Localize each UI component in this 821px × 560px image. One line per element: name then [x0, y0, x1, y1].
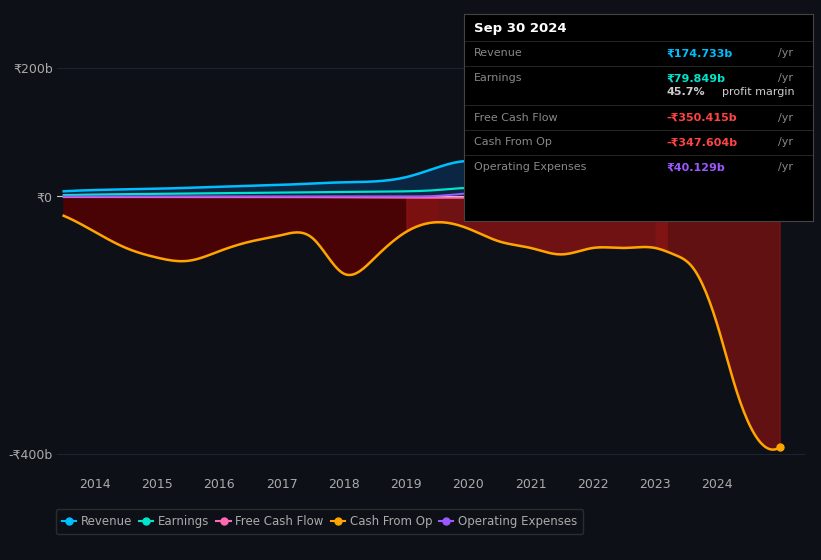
Text: /yr: /yr [778, 137, 793, 147]
Text: Sep 30 2024: Sep 30 2024 [475, 22, 567, 35]
Text: Revenue: Revenue [475, 48, 523, 58]
Text: /yr: /yr [778, 73, 793, 83]
Text: 45.7%: 45.7% [667, 87, 705, 97]
Text: ₹174.733b: ₹174.733b [667, 48, 732, 58]
Legend: Revenue, Earnings, Free Cash Flow, Cash From Op, Operating Expenses: Revenue, Earnings, Free Cash Flow, Cash … [56, 510, 584, 534]
Text: Operating Expenses: Operating Expenses [475, 162, 587, 172]
Text: Cash From Op: Cash From Op [475, 137, 553, 147]
Text: -₹347.604b: -₹347.604b [667, 137, 737, 147]
Text: ₹40.129b: ₹40.129b [667, 162, 725, 172]
Text: Earnings: Earnings [475, 73, 523, 83]
Text: /yr: /yr [778, 113, 793, 123]
Text: Free Cash Flow: Free Cash Flow [475, 113, 558, 123]
Text: ₹79.849b: ₹79.849b [667, 73, 725, 83]
Text: /yr: /yr [778, 162, 793, 172]
Text: profit margin: profit margin [722, 87, 795, 97]
Text: -₹350.415b: -₹350.415b [667, 113, 737, 123]
Text: /yr: /yr [778, 48, 793, 58]
